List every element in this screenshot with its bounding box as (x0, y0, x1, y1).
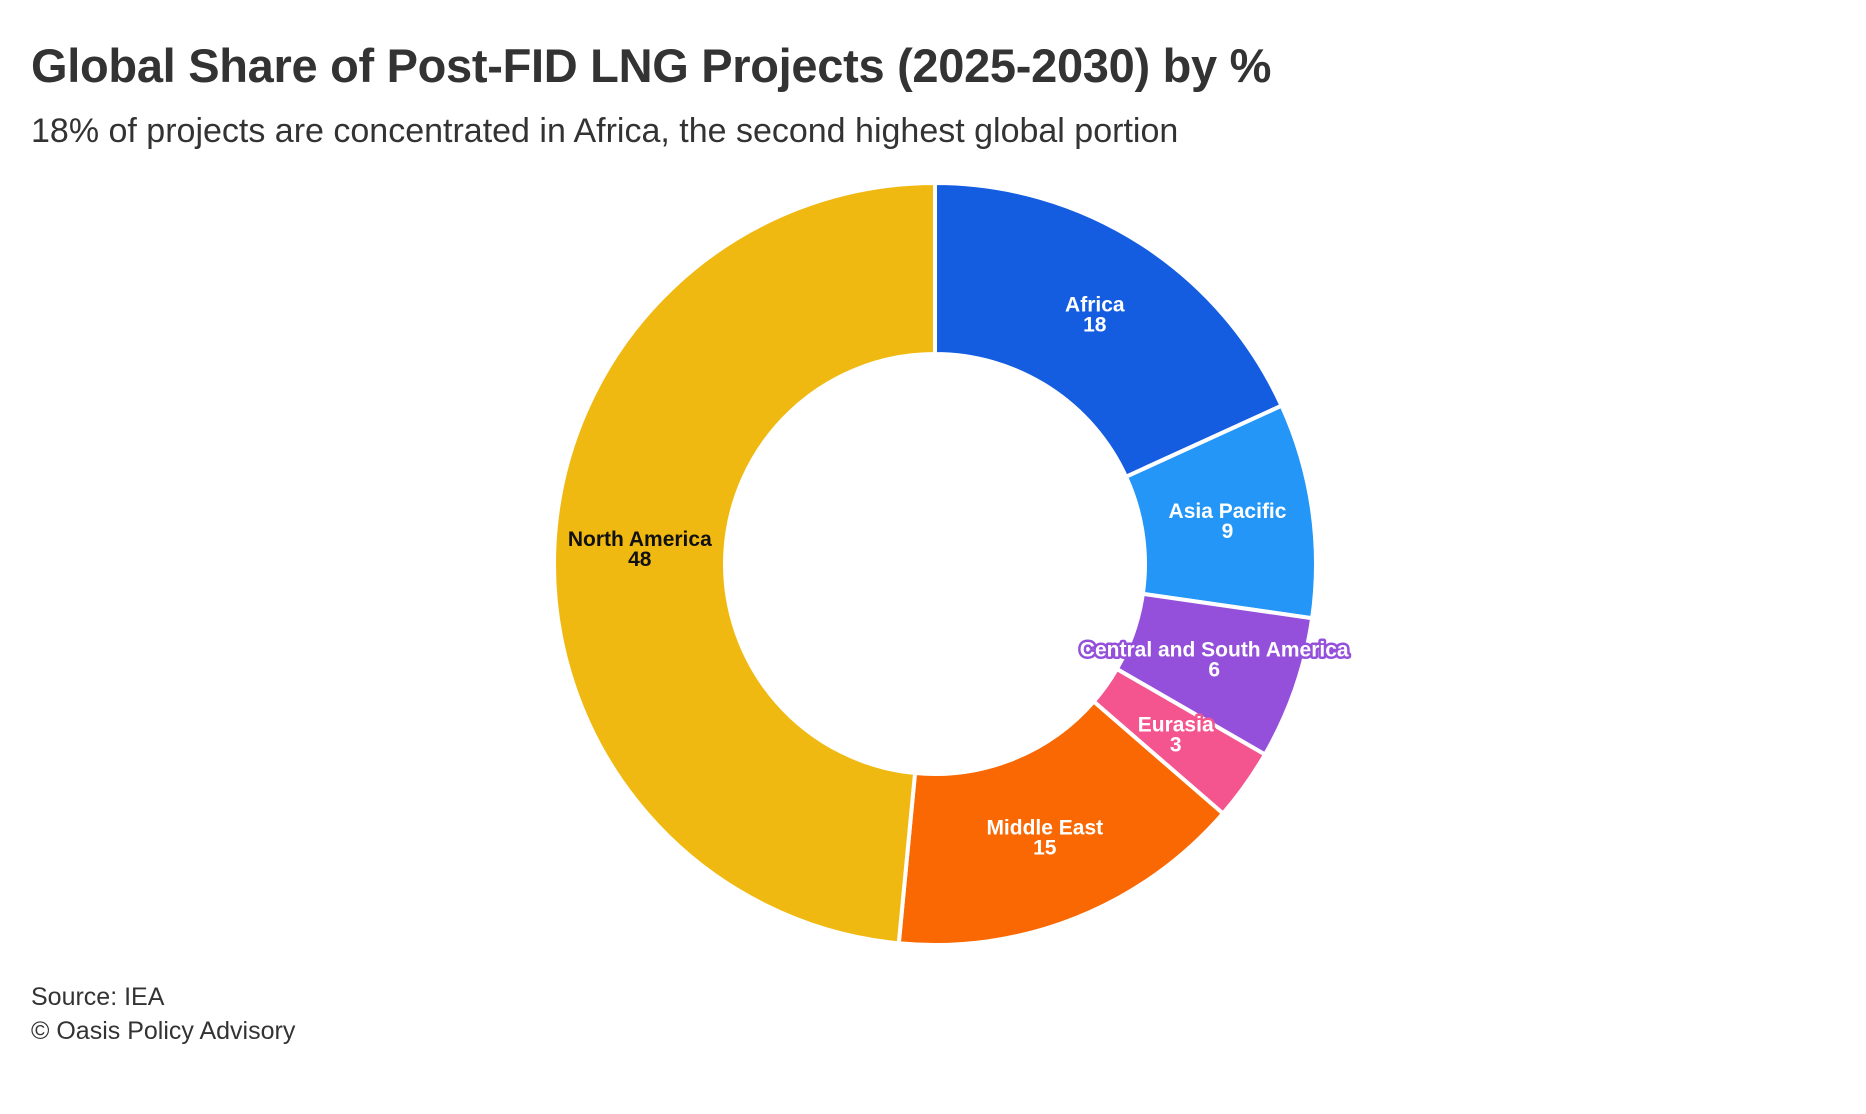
slice-label-north-america: North America (568, 528, 712, 551)
slice-north-america[interactable] (552, 181, 937, 946)
slice-label-middle-east: Middle East (986, 816, 1103, 839)
source-note: Source: IEA (31, 983, 165, 1011)
slice-middle-east[interactable] (896, 699, 1225, 947)
donut-slices (552, 181, 1318, 947)
slice-label-central-and-south-america: Central and South America (1080, 639, 1349, 662)
slice-label-africa: Africa (1065, 293, 1125, 316)
chart-title: Global Share of Post-FID LNG Projects (2… (31, 39, 1272, 92)
slice-value-middle-east: 15 (1033, 836, 1057, 859)
slice-label-asia-pacific: Asia Pacific (1169, 500, 1287, 523)
slice-value-asia-pacific: 9 (1222, 520, 1234, 543)
slice-label-eurasia: Eurasia (1138, 713, 1214, 736)
slice-value-africa: 18 (1083, 313, 1107, 336)
slice-value-eurasia: 3 (1170, 733, 1182, 756)
slice-africa[interactable] (933, 181, 1284, 479)
chart-footer: Source: IEA © Oasis Policy Advisory (31, 980, 295, 1048)
slice-value-north-america: 48 (628, 548, 652, 571)
copyright-note: © Oasis Policy Advisory (31, 1017, 296, 1045)
chart-subtitle: 18% of projects are concentrated in Afri… (31, 112, 1179, 150)
slice-value-central-and-south-america: 6 (1208, 659, 1220, 682)
